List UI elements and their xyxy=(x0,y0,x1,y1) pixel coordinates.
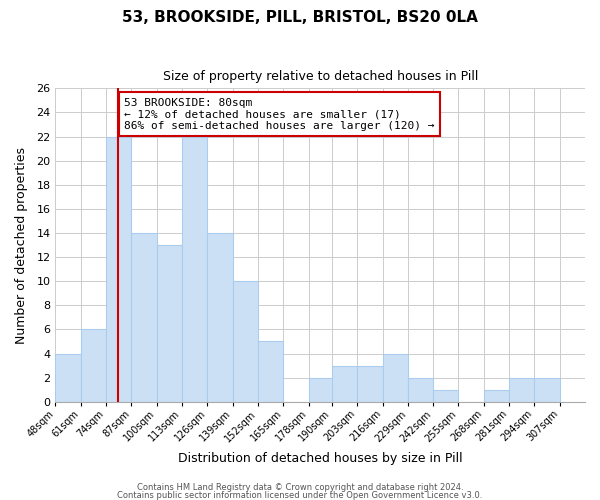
Text: 53 BROOKSIDE: 80sqm
← 12% of detached houses are smaller (17)
86% of semi-detach: 53 BROOKSIDE: 80sqm ← 12% of detached ho… xyxy=(124,98,435,131)
Text: Contains public sector information licensed under the Open Government Licence v3: Contains public sector information licen… xyxy=(118,491,482,500)
Bar xyxy=(55,354,81,402)
Bar xyxy=(131,233,157,402)
Bar xyxy=(106,136,131,402)
Bar xyxy=(332,366,357,402)
Bar xyxy=(484,390,509,402)
Text: 53, BROOKSIDE, PILL, BRISTOL, BS20 0LA: 53, BROOKSIDE, PILL, BRISTOL, BS20 0LA xyxy=(122,10,478,25)
Bar xyxy=(535,378,560,402)
X-axis label: Distribution of detached houses by size in Pill: Distribution of detached houses by size … xyxy=(178,452,463,465)
Text: Contains HM Land Registry data © Crown copyright and database right 2024.: Contains HM Land Registry data © Crown c… xyxy=(137,484,463,492)
Bar xyxy=(408,378,433,402)
Bar xyxy=(433,390,458,402)
Bar xyxy=(81,330,106,402)
Bar xyxy=(357,366,383,402)
Y-axis label: Number of detached properties: Number of detached properties xyxy=(15,146,28,344)
Bar xyxy=(157,245,182,402)
Bar xyxy=(308,378,334,402)
Bar xyxy=(208,233,233,402)
Title: Size of property relative to detached houses in Pill: Size of property relative to detached ho… xyxy=(163,70,478,83)
Bar xyxy=(509,378,535,402)
Bar xyxy=(258,342,283,402)
Bar xyxy=(383,354,408,402)
Bar xyxy=(233,281,258,402)
Bar xyxy=(182,136,208,402)
